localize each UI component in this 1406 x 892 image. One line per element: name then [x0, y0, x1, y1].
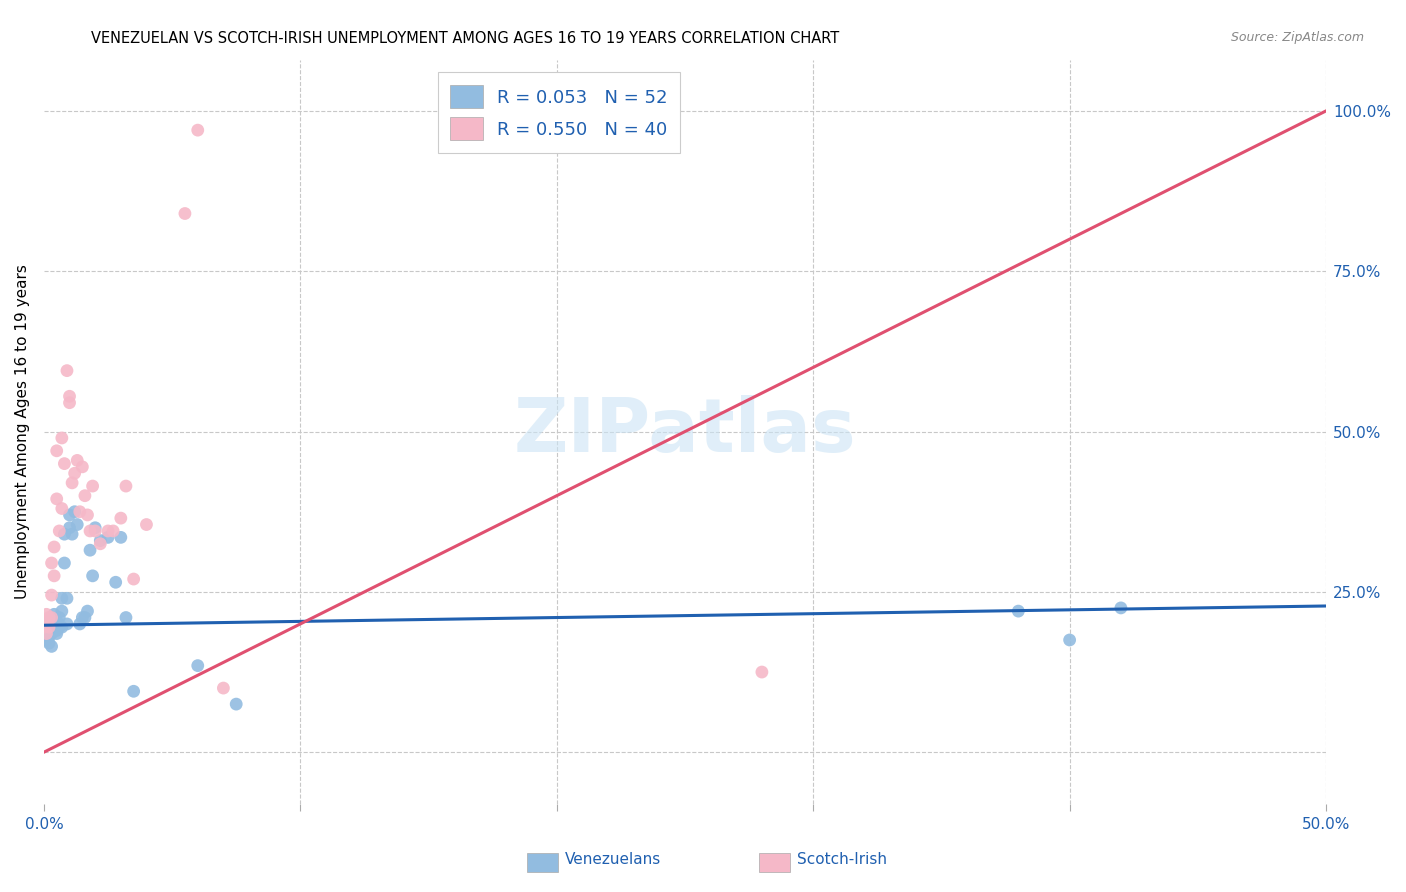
Point [122, 684, 145, 698]
Point [122, 572, 145, 586]
Point [45, 443, 67, 458]
Point [115, 610, 138, 624]
Point [174, 206, 197, 220]
Point [44, 607, 66, 622]
Point [89, 537, 111, 551]
Point [110, 511, 132, 525]
Point [32, 620, 55, 634]
Point [63, 467, 86, 481]
Y-axis label: Unemployment Among Ages 16 to 19 years: Unemployment Among Ages 16 to 19 years [15, 264, 30, 599]
Point [45, 614, 67, 628]
Point [32, 626, 55, 640]
Point [66, 517, 89, 532]
Text: ZIPatlas: ZIPatlas [513, 395, 856, 468]
Point [72, 459, 94, 474]
Point [89, 533, 111, 548]
Point [63, 505, 86, 519]
Point [53, 556, 76, 570]
Legend: R = 0.053   N = 52, R = 0.550   N = 40: R = 0.053 N = 52, R = 0.550 N = 40 [437, 72, 681, 153]
Point [35, 616, 58, 631]
Point [66, 453, 89, 467]
Point [44, 614, 66, 628]
Point [48, 620, 70, 634]
Point [51, 501, 73, 516]
Point [73, 610, 96, 624]
Point [1059, 632, 1081, 647]
Point [58, 395, 80, 409]
Point [56, 591, 79, 606]
Point [35, 624, 58, 638]
Point [56, 616, 79, 631]
Point [38, 620, 60, 634]
Point [53, 527, 76, 541]
Point [44, 540, 66, 554]
Point [58, 508, 80, 522]
Point [97, 524, 120, 538]
Point [44, 620, 66, 634]
Point [69, 616, 91, 631]
Point [35, 632, 58, 647]
Point [45, 624, 67, 638]
Point [38, 620, 60, 634]
Point [79, 524, 101, 538]
Point [104, 575, 127, 590]
Point [41, 556, 63, 570]
Point [38, 614, 60, 628]
Point [51, 604, 73, 618]
Point [41, 588, 63, 602]
Point [76, 508, 98, 522]
Point [56, 364, 79, 378]
Point [84, 524, 107, 538]
Point [79, 543, 101, 558]
Point [51, 431, 73, 445]
Text: Venezuelans: Venezuelans [565, 852, 661, 867]
Point [35, 626, 58, 640]
Point [41, 626, 63, 640]
Point [41, 610, 63, 624]
Point [73, 489, 96, 503]
Point [32, 620, 55, 634]
Point [187, 123, 209, 137]
Point [84, 521, 107, 535]
Point [53, 457, 76, 471]
Point [60, 527, 83, 541]
Point [82, 569, 104, 583]
Point [48, 610, 70, 624]
Point [45, 620, 67, 634]
Point [45, 491, 67, 506]
Text: Source: ZipAtlas.com: Source: ZipAtlas.com [1230, 31, 1364, 45]
Point [69, 505, 91, 519]
Point [82, 479, 104, 493]
Point [58, 521, 80, 535]
Point [41, 640, 63, 654]
Point [38, 636, 60, 650]
Point [48, 524, 70, 538]
Point [1007, 604, 1029, 618]
Point [58, 389, 80, 403]
Point [51, 591, 73, 606]
Point [187, 658, 209, 673]
Point [135, 517, 157, 532]
Point [38, 630, 60, 644]
Text: Scotch-Irish: Scotch-Irish [797, 852, 887, 867]
Point [51, 620, 73, 634]
Point [72, 610, 94, 624]
Point [1109, 601, 1132, 615]
Point [101, 524, 124, 538]
Point [225, 697, 247, 711]
Point [41, 620, 63, 634]
Point [212, 681, 235, 695]
Point [115, 479, 138, 493]
Point [110, 530, 132, 544]
Point [35, 607, 58, 622]
Text: VENEZUELAN VS SCOTCH-IRISH UNEMPLOYMENT AMONG AGES 16 TO 19 YEARS CORRELATION CH: VENEZUELAN VS SCOTCH-IRISH UNEMPLOYMENT … [91, 31, 839, 46]
Point [41, 610, 63, 624]
Point [38, 610, 60, 624]
Point [751, 665, 773, 679]
Point [76, 604, 98, 618]
Point [45, 626, 67, 640]
Point [97, 530, 120, 544]
Point [44, 569, 66, 583]
Point [60, 475, 83, 490]
